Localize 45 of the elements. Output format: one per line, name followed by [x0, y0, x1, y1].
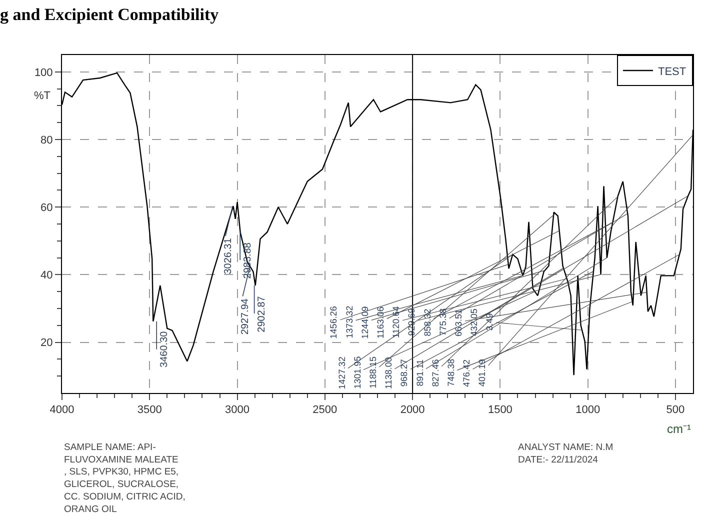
annotation: 3460.30	[158, 330, 170, 368]
annotation: 891.11	[414, 359, 425, 386]
x-tick-label: 2500	[312, 404, 338, 416]
annotation: 827.46	[430, 359, 440, 387]
annotation: 476.42	[462, 359, 472, 387]
x-tick-label: 4000	[50, 404, 74, 416]
legend-label: TEST	[658, 66, 686, 78]
x-tick-label: 500	[666, 404, 685, 416]
y-tick-label: 40	[40, 270, 53, 282]
annotation: 432.05	[469, 308, 480, 336]
y-tick-label: 60	[40, 202, 53, 214]
annotation: 663.51	[453, 308, 464, 336]
annotation: 1163.06	[375, 306, 386, 338]
annotation: 1188.15	[368, 356, 378, 388]
text: ANALYST NAME: N.M DATE:- 22/11/2024	[518, 442, 614, 466]
annotation: 3026.31	[223, 238, 234, 274]
annotation: 748.38	[446, 358, 456, 386]
annotation: 1301.95	[352, 356, 362, 389]
annotation: 929.69	[406, 308, 417, 336]
annotation: 1138.00	[384, 357, 394, 389]
annotation: 401.19	[477, 359, 488, 387]
annotation: 775.38	[438, 308, 448, 336]
annotation: 858.32	[422, 308, 432, 336]
annotation: 3.49	[484, 313, 495, 331]
annotation: 1456.26	[328, 306, 339, 339]
y-tick-label: 100	[34, 66, 53, 79]
y-tick-label: 20	[40, 337, 53, 350]
text: SAMPLE NAME: API- FLUVOXAMINE MALEATE , SLS, PVPK30, HPMC E5, GLICEROL, SUCRALOSE, CC. SODIUM, CITRIC ACID, ORANG OIL	[64, 442, 186, 515]
x-tick-label: 1500	[488, 404, 512, 416]
y-tick-label: 80	[40, 134, 53, 146]
annotation: 968.27	[399, 359, 410, 387]
annotation: 1120.64	[391, 306, 402, 338]
annotation: 1373.32	[344, 306, 354, 338]
x-tick-label: 2000	[400, 404, 425, 416]
annotation: 2983.88	[242, 242, 254, 279]
y-axis-title: %T	[34, 90, 51, 102]
x-tick-label: 3000	[225, 404, 250, 416]
annotation: 1427.32	[336, 356, 347, 390]
annotation: 2927.94	[240, 298, 252, 335]
x-tick-label: 1000	[576, 404, 600, 416]
annotation: 2902.87	[256, 296, 268, 332]
annotation: 1244.09	[360, 306, 370, 339]
chart-title: g and Excipient Compatibility	[0, 4, 220, 24]
x-axis-title: cm⁻¹	[667, 422, 691, 436]
x-tick-label: 3500	[137, 404, 162, 416]
